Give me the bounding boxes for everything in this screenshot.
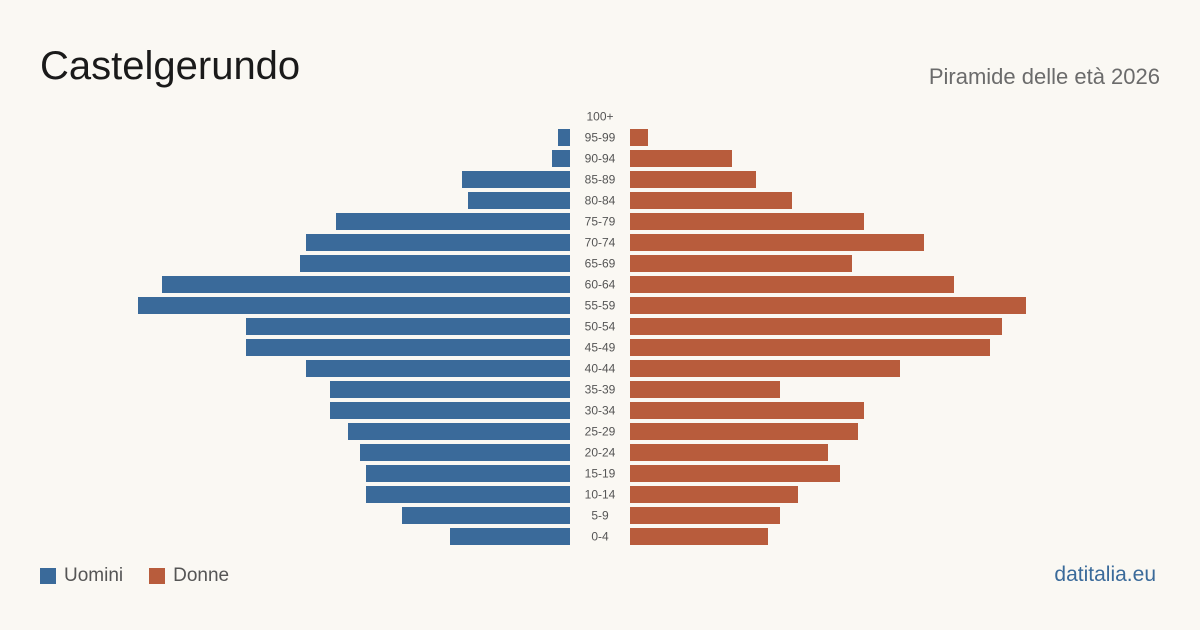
bar-men-70-74 <box>306 234 570 251</box>
chart-title: Castelgerundo <box>40 44 301 88</box>
bar-women-25-29 <box>630 423 858 440</box>
age-label-55-59: 55-59 <box>585 299 616 313</box>
bar-men-25-29 <box>348 423 570 440</box>
age-label-75-79: 75-79 <box>585 215 616 229</box>
legend-label-women: Donne <box>173 565 230 586</box>
bar-men-40-44 <box>306 360 570 377</box>
legend-label-men: Uomini <box>64 565 124 586</box>
legend-item-women: Donne <box>149 565 229 587</box>
bar-men-85-89 <box>462 171 570 188</box>
age-label-60-64: 60-64 <box>585 278 616 292</box>
bar-women-0-4 <box>630 528 768 545</box>
age-label-5-9: 5-9 <box>591 509 609 523</box>
age-label-80-84: 80-84 <box>585 194 616 208</box>
age-label-70-74: 70-74 <box>585 236 616 250</box>
bar-men-50-54 <box>246 318 570 335</box>
age-label-0-4: 0-4 <box>591 530 609 544</box>
bar-women-30-34 <box>630 402 864 419</box>
bar-women-65-69 <box>630 255 852 272</box>
bar-women-10-14 <box>630 486 798 503</box>
age-label-10-14: 10-14 <box>585 488 616 502</box>
age-label-25-29: 25-29 <box>585 425 616 439</box>
bar-women-5-9 <box>630 507 780 524</box>
bar-men-55-59 <box>138 297 570 314</box>
age-label-90-94: 90-94 <box>585 152 616 166</box>
bar-men-65-69 <box>300 255 570 272</box>
legend-swatch-women <box>149 568 166 584</box>
bar-women-60-64 <box>630 276 954 293</box>
age-label-65-69: 65-69 <box>585 257 616 271</box>
bar-women-40-44 <box>630 360 900 377</box>
legend-swatch-men <box>40 568 56 584</box>
bar-women-70-74 <box>630 234 924 251</box>
bar-men-75-79 <box>336 213 570 230</box>
chart-subtitle: Piramide delle età 2026 <box>928 64 1160 89</box>
bar-women-50-54 <box>630 318 1002 335</box>
bar-men-15-19 <box>366 465 570 482</box>
bar-men-20-24 <box>360 444 570 461</box>
bar-men-5-9 <box>402 507 570 524</box>
legend-item-men: Uomini <box>40 565 123 587</box>
bar-women-90-94 <box>630 150 732 167</box>
bar-men-0-4 <box>450 528 570 545</box>
bar-women-85-89 <box>630 171 756 188</box>
age-label-40-44: 40-44 <box>585 362 616 376</box>
bar-women-35-39 <box>630 381 780 398</box>
bar-women-80-84 <box>630 192 792 209</box>
bar-women-75-79 <box>630 213 864 230</box>
bar-men-90-94 <box>552 150 570 167</box>
bar-men-10-14 <box>366 486 570 503</box>
bar-women-95-99 <box>630 129 648 146</box>
age-label-35-39: 35-39 <box>585 383 616 397</box>
age-label-100+: 100+ <box>586 110 613 124</box>
age-label-15-19: 15-19 <box>585 467 616 481</box>
age-label-45-49: 45-49 <box>585 341 616 355</box>
bar-women-20-24 <box>630 444 828 461</box>
brand-link[interactable]: datitalia.eu <box>1054 563 1156 586</box>
age-label-95-99: 95-99 <box>585 131 616 145</box>
bar-men-30-34 <box>330 402 570 419</box>
age-label-30-34: 30-34 <box>585 404 616 418</box>
age-label-20-24: 20-24 <box>585 446 616 460</box>
bar-women-45-49 <box>630 339 990 356</box>
bar-men-45-49 <box>246 339 570 356</box>
bar-women-55-59 <box>630 297 1026 314</box>
bar-men-35-39 <box>330 381 570 398</box>
age-label-85-89: 85-89 <box>585 173 616 187</box>
age-label-50-54: 50-54 <box>585 320 616 334</box>
bar-men-60-64 <box>162 276 570 293</box>
bar-men-80-84 <box>468 192 570 209</box>
bar-men-95-99 <box>558 129 570 146</box>
bar-women-15-19 <box>630 465 840 482</box>
chart-legend: Uomini Donne <box>40 565 255 587</box>
